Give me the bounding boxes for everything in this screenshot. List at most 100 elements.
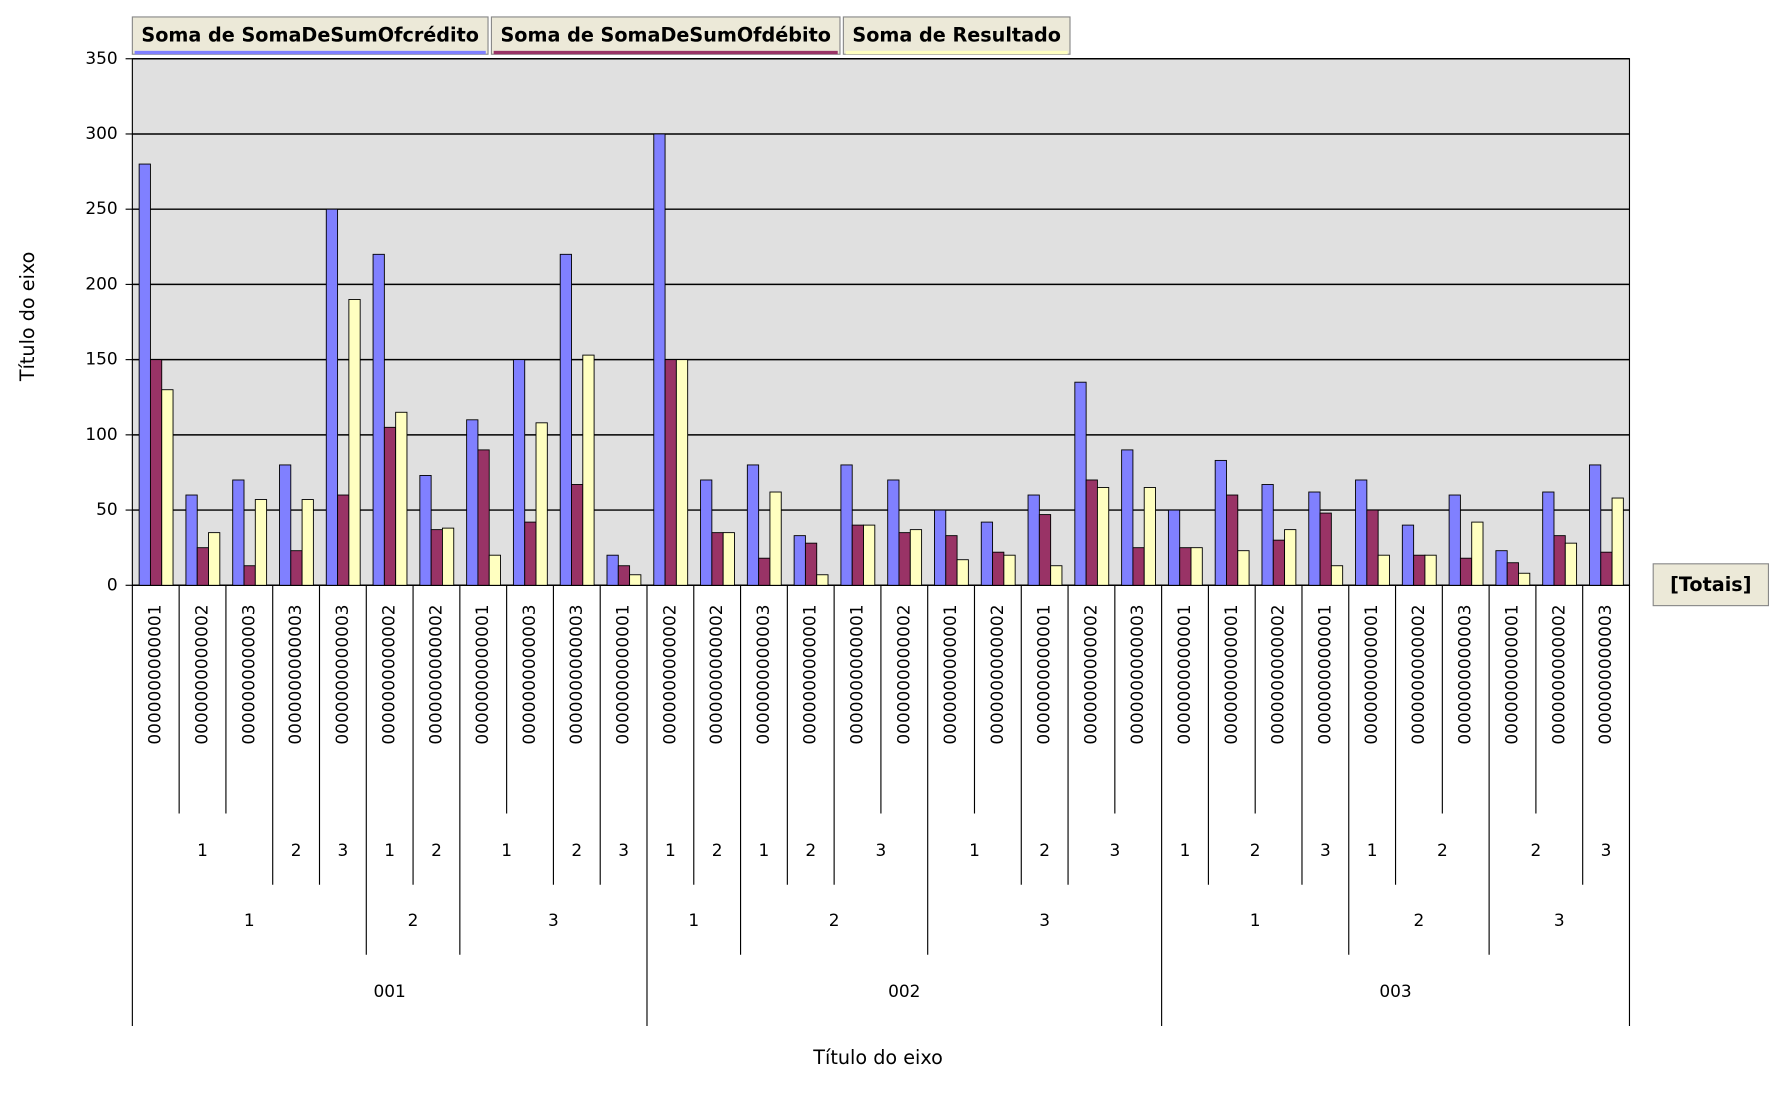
bar: [1143, 487, 1156, 586]
bar: [664, 359, 677, 586]
legend-label: Soma de SomaDeSumOfcrédito: [141, 24, 479, 47]
group-label: 2: [712, 840, 723, 860]
group-label: 1: [384, 840, 395, 860]
bar: [934, 509, 947, 586]
group-label: 3: [1554, 910, 1565, 930]
x-tick-label: 0000000000003: [1127, 604, 1147, 744]
bar: [1413, 554, 1426, 586]
bar: [863, 524, 876, 586]
bar: [945, 535, 958, 586]
bar: [746, 464, 760, 586]
group-label: 1: [501, 840, 512, 860]
bar: [161, 389, 174, 586]
y-tick-label: 200: [85, 273, 117, 293]
x-tick-label: 0000000000002: [893, 604, 913, 744]
bar: [1448, 494, 1461, 586]
x-tick-label: 0000000000001: [940, 604, 960, 744]
bar: [1459, 557, 1473, 586]
group-label: 1: [759, 840, 770, 860]
x-tick-label: 0000000000001: [1034, 604, 1054, 744]
bar: [348, 299, 361, 586]
bar: [1495, 550, 1508, 586]
bar: [653, 133, 666, 586]
bar: [441, 527, 455, 586]
group-label: 2: [1039, 840, 1050, 860]
group-label: 2: [571, 840, 582, 860]
group-label: 3: [1320, 840, 1331, 860]
bar: [1167, 509, 1181, 586]
legend-button[interactable]: Soma de SomaDeSumOfcrédito: [131, 16, 489, 55]
bar: [980, 521, 994, 586]
bar: [898, 532, 911, 586]
bar: [208, 532, 221, 586]
bar: [301, 499, 314, 586]
bar: [243, 565, 256, 586]
bar: [1377, 554, 1390, 586]
group-label: 2: [829, 910, 840, 930]
x-tick-label: 0000000000002: [659, 604, 679, 744]
group-label: 3: [1039, 910, 1050, 930]
bar: [254, 499, 268, 586]
y-axis-title: Título do eixo: [16, 252, 39, 383]
group-label: 1: [688, 910, 699, 930]
x-tick-label: 0000000000001: [1174, 604, 1194, 744]
bar: [1424, 554, 1437, 586]
button-box: [1652, 563, 1770, 607]
bar: [559, 253, 572, 586]
button-box: [490, 16, 841, 55]
totals-label: [Totais]: [1670, 573, 1751, 596]
bar: [758, 557, 771, 586]
bar: [629, 574, 642, 586]
totals-button[interactable]: [Totais]: [1652, 563, 1770, 607]
x-tick-label: 0000000000002: [1080, 604, 1100, 744]
bar: [851, 524, 864, 586]
bar: [992, 551, 1005, 586]
x-tick-label: 0000000000002: [1268, 604, 1288, 744]
bar: [1611, 497, 1624, 586]
bar: [1308, 491, 1321, 586]
bar: [1589, 464, 1602, 586]
bar: [1319, 512, 1332, 586]
button-box: [842, 16, 1071, 55]
bar: [582, 354, 595, 586]
group-label: 2: [1414, 910, 1425, 930]
y-tick-label: 350: [85, 48, 117, 68]
bar: [279, 464, 292, 586]
bar: [477, 449, 490, 586]
legend-button[interactable]: Soma de SomaDeSumOfdébito: [490, 16, 841, 55]
x-tick-label: 0000000000003: [332, 604, 352, 744]
x-tick-label: 0000000000001: [800, 604, 820, 744]
bar: [1096, 487, 1110, 586]
bar: [793, 535, 806, 586]
bar: [149, 359, 163, 586]
bar: [1330, 565, 1344, 586]
bar: [1518, 572, 1531, 586]
y-tick-label: 300: [85, 123, 117, 143]
group-label: 001: [374, 981, 406, 1001]
group-label: 1: [244, 910, 255, 930]
bar: [1564, 542, 1578, 586]
bar: [325, 208, 339, 586]
bar: [1074, 381, 1087, 586]
x-tick-label: 0000000000002: [706, 604, 726, 744]
bar: [1284, 529, 1297, 586]
group-label: 2: [1437, 840, 1448, 860]
bar: [675, 359, 689, 586]
group-label: 1: [1250, 910, 1261, 930]
bar: [804, 542, 818, 586]
legend-label: Soma de Resultado: [852, 24, 1061, 47]
y-tick-label: 150: [85, 349, 117, 369]
group-label: 003: [1379, 981, 1411, 1001]
bar: [1121, 449, 1134, 586]
x-tick-label: 0000000000003: [753, 604, 773, 744]
bar: [1553, 535, 1566, 586]
bar: [1542, 491, 1555, 586]
group-label: 002: [888, 981, 920, 1001]
bar: [887, 479, 900, 586]
group-label: 1: [969, 840, 980, 860]
x-tick-label: 0000000000003: [1455, 604, 1475, 744]
bar: [711, 532, 724, 586]
legend-button[interactable]: Soma de Resultado: [842, 16, 1071, 55]
bar: [185, 494, 198, 586]
